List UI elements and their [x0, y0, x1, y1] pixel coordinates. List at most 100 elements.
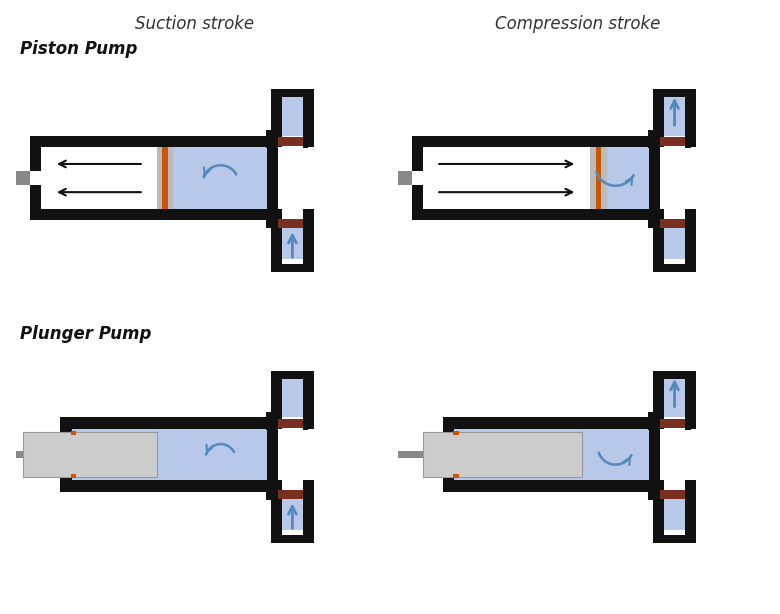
Bar: [271, 480, 282, 538]
Bar: [665, 98, 685, 136]
Bar: [303, 371, 314, 429]
Bar: [392, 451, 424, 458]
Bar: [278, 219, 307, 228]
Bar: [303, 90, 314, 147]
Bar: [685, 130, 690, 149]
Bar: [443, 417, 454, 492]
Bar: [0, 451, 23, 458]
Bar: [266, 481, 271, 500]
Bar: [648, 130, 654, 149]
Bar: [424, 209, 649, 220]
Bar: [424, 432, 583, 477]
Bar: [441, 432, 456, 477]
Bar: [665, 220, 685, 258]
Bar: [0, 171, 30, 185]
Bar: [267, 417, 278, 492]
Bar: [59, 432, 73, 477]
Bar: [685, 209, 697, 266]
Text: Piston Pump: Piston Pump: [20, 40, 136, 58]
Bar: [653, 89, 697, 98]
Bar: [410, 171, 424, 185]
Bar: [649, 136, 661, 220]
Bar: [660, 419, 690, 427]
Bar: [72, 417, 267, 429]
Bar: [23, 432, 157, 477]
Bar: [653, 535, 697, 543]
Bar: [412, 136, 424, 220]
Bar: [648, 210, 654, 228]
Bar: [653, 264, 697, 272]
Bar: [282, 492, 303, 530]
Text: Suction stroke: Suction stroke: [136, 15, 254, 33]
Bar: [41, 147, 157, 209]
Bar: [271, 371, 282, 429]
Bar: [601, 147, 607, 209]
Bar: [660, 137, 690, 146]
Bar: [271, 371, 314, 379]
Bar: [685, 480, 697, 538]
Bar: [303, 210, 308, 228]
Bar: [453, 473, 459, 478]
Bar: [648, 412, 654, 430]
Bar: [596, 147, 601, 209]
Bar: [282, 220, 303, 258]
Bar: [282, 379, 303, 417]
Bar: [454, 480, 649, 492]
Bar: [660, 219, 690, 228]
Bar: [282, 98, 303, 136]
Bar: [72, 480, 267, 492]
Bar: [660, 491, 690, 499]
Bar: [71, 473, 76, 478]
Text: Plunger Pump: Plunger Pump: [20, 325, 151, 343]
Bar: [157, 147, 267, 209]
Bar: [266, 130, 271, 149]
Bar: [685, 481, 690, 500]
Bar: [303, 412, 308, 430]
Bar: [303, 481, 308, 500]
Bar: [266, 412, 271, 430]
Bar: [271, 209, 282, 266]
Bar: [424, 136, 649, 147]
Bar: [157, 147, 162, 209]
Bar: [454, 429, 649, 480]
Bar: [653, 371, 697, 379]
Bar: [685, 371, 697, 429]
Bar: [665, 379, 685, 417]
Bar: [271, 264, 314, 272]
Bar: [266, 210, 271, 228]
Bar: [30, 136, 41, 220]
Bar: [168, 147, 173, 209]
Bar: [278, 137, 307, 146]
Bar: [648, 481, 654, 500]
Bar: [41, 209, 267, 220]
Bar: [303, 209, 314, 266]
Bar: [653, 209, 665, 266]
Bar: [590, 147, 596, 209]
Bar: [28, 171, 42, 185]
Bar: [685, 412, 690, 430]
Bar: [278, 491, 307, 499]
Bar: [41, 136, 267, 147]
Bar: [590, 147, 649, 209]
Bar: [271, 535, 314, 543]
Bar: [453, 430, 459, 435]
Bar: [653, 90, 665, 147]
Bar: [162, 147, 168, 209]
Bar: [278, 419, 307, 427]
Bar: [271, 89, 314, 98]
Bar: [653, 371, 665, 429]
Bar: [296, 171, 412, 185]
Text: Compression stroke: Compression stroke: [495, 15, 660, 33]
Bar: [267, 136, 278, 220]
Bar: [271, 90, 282, 147]
Bar: [424, 147, 590, 209]
Bar: [454, 417, 649, 429]
Bar: [685, 210, 690, 228]
Bar: [685, 90, 697, 147]
Bar: [72, 429, 267, 480]
Bar: [653, 480, 665, 538]
Bar: [649, 417, 661, 492]
Bar: [303, 480, 314, 538]
Bar: [665, 492, 685, 530]
Bar: [61, 417, 72, 492]
